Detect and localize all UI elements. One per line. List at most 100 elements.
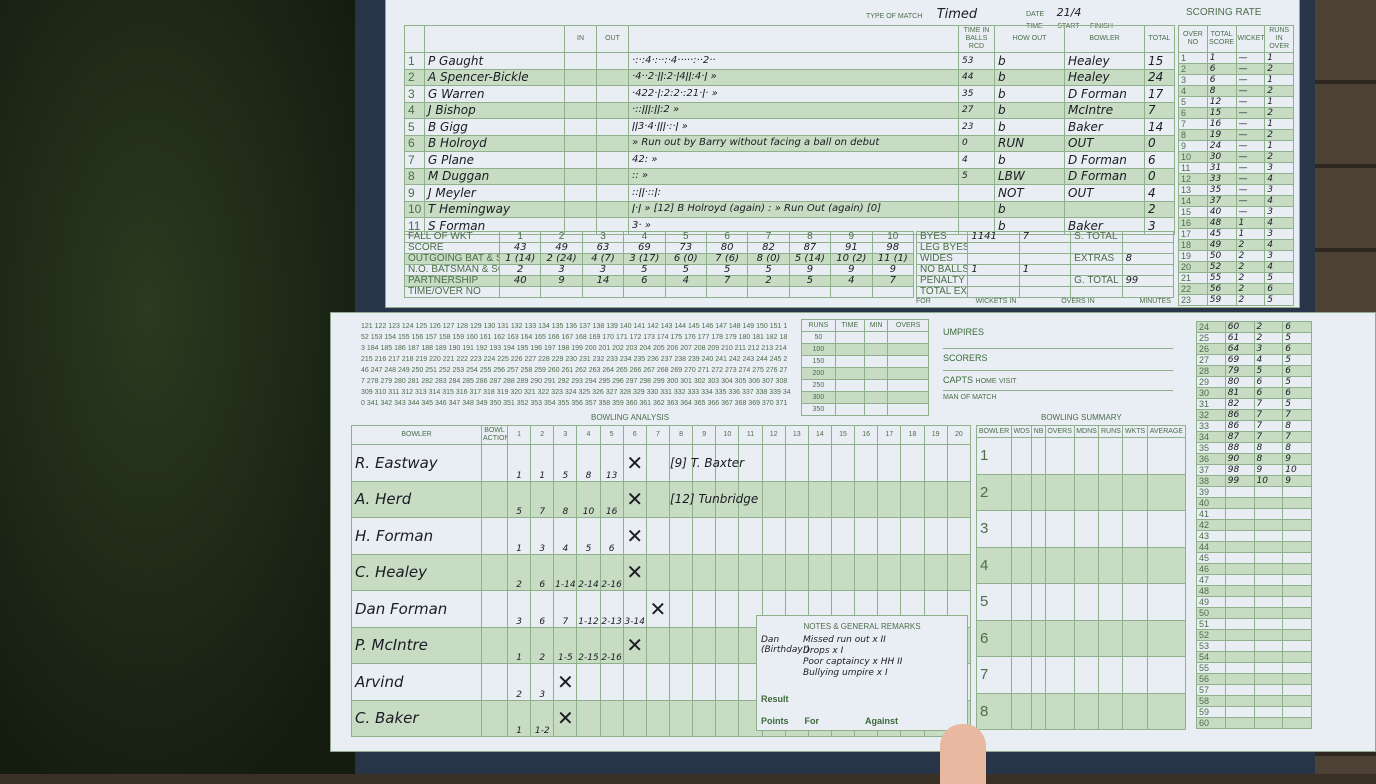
milestone-runs: 150 xyxy=(801,355,836,368)
over-cell xyxy=(668,663,694,701)
points-row: Points For Against xyxy=(761,716,899,726)
relief-bowler-note: [12] Tunbridge xyxy=(668,480,758,518)
scoring-rate-table-bottom: 24 60 2 6 25 61 2 5 26 64 3 6 27 69 4 5 28 79 5 6 29 80 6 5 30 81… xyxy=(1196,321,1312,729)
over-number: 28 xyxy=(1196,365,1226,377)
fow-cell: 2 (24) xyxy=(540,253,583,265)
over-cell xyxy=(738,553,763,591)
scoring-rate-row: 52 xyxy=(1196,629,1312,641)
over-figure: 2-16 xyxy=(599,553,624,591)
runs-tally: ·4··2·ǀǀ:2·ǀ4ǀǀ:4·ǀ » xyxy=(628,68,959,86)
how-out: b xyxy=(994,151,1065,169)
scoring-rate-cell: 82 xyxy=(1224,398,1255,410)
scoring-rate-cell: 30 xyxy=(1206,151,1237,163)
scoring-rate-cell: 5 xyxy=(1253,365,1284,377)
scoring-rate-row: 8 19—2 xyxy=(1178,129,1294,141)
scorers-field[interactable]: Scorers xyxy=(943,349,1173,371)
scoring-rate-cell xyxy=(1282,596,1312,608)
over-figure: 8 xyxy=(553,480,578,518)
scoring-rate-cell: 8 xyxy=(1206,85,1237,97)
scoring-rate-cell: 3 xyxy=(1264,162,1294,174)
scoring-rate-cell xyxy=(1224,541,1255,553)
in-cell xyxy=(564,85,597,103)
scoring-rate-cell xyxy=(1224,607,1255,619)
fow-row-label: Time/over no xyxy=(404,286,500,298)
cell xyxy=(1122,583,1148,621)
note-line: Drops x I xyxy=(803,646,844,656)
scoring-rate-cell: 37 xyxy=(1206,195,1237,207)
scoring-rate-cell: 2 xyxy=(1264,151,1294,163)
over-column-header: 1 xyxy=(506,425,532,445)
cell xyxy=(1098,510,1124,548)
wicket-number: 4 xyxy=(623,231,666,243)
end-of-spell-cross: ✕ xyxy=(553,663,578,701)
wicket-number: 2 xyxy=(540,231,583,243)
over-figure: 1 xyxy=(506,517,532,555)
scoring-rate-cell: 4 xyxy=(1264,261,1294,273)
scoring-rate-row: 39 xyxy=(1196,486,1312,498)
cell xyxy=(1044,437,1075,475)
cell xyxy=(863,355,889,368)
fow-cell: 2 xyxy=(498,264,542,276)
over-cell xyxy=(576,663,601,701)
balls-faced: 44 xyxy=(958,68,995,86)
cell xyxy=(1031,692,1046,730)
over-cell xyxy=(761,553,786,591)
scoring-rate-row: 7 16—1 xyxy=(1178,118,1294,130)
over-cell xyxy=(715,626,740,664)
balls-faced: 4 xyxy=(958,151,995,169)
cell xyxy=(863,391,889,404)
scoring-rate-row: 4 8—2 xyxy=(1178,85,1294,97)
scoring-rate-cell xyxy=(1224,618,1255,630)
out-cell xyxy=(596,68,629,86)
how-out: NOT xyxy=(994,184,1065,202)
scoring-rate-cell xyxy=(1282,706,1312,718)
over-number: 8 xyxy=(1178,129,1208,141)
cell xyxy=(1031,510,1046,548)
scoring-rate-cell: 99 xyxy=(1224,475,1255,487)
over-figure: 3-14 xyxy=(622,590,647,628)
scoring-rate-cell: 16 xyxy=(1206,118,1237,130)
fow-cell xyxy=(871,286,915,298)
milestone-row: 250 xyxy=(801,379,929,392)
over-figure: 8 xyxy=(576,444,601,482)
scoring-rate-row: 25 61 2 5 xyxy=(1196,332,1312,344)
over-column-header: 18 xyxy=(900,425,925,445)
end-of-spell-cross: ✕ xyxy=(622,553,647,591)
over-figure: 7 xyxy=(553,590,578,628)
over-number: 41 xyxy=(1196,508,1226,520)
scoring-rate-cell xyxy=(1282,673,1312,685)
summary-column-header: Overs xyxy=(1044,425,1075,438)
over-figure: 7 xyxy=(530,480,555,518)
runs-tally: ::ǀǀ·::ǀ: xyxy=(628,184,959,202)
wicket-number: 5 xyxy=(664,231,707,243)
runs-tally: ·422·ǀ:2:2·:21·ǀ· » xyxy=(628,85,959,103)
over-number: 34 xyxy=(1196,431,1226,443)
over-cell xyxy=(645,699,670,737)
over-cell xyxy=(668,517,694,555)
over-cell xyxy=(692,553,717,591)
scoring-rate-cell xyxy=(1282,541,1312,553)
over-number: 60 xyxy=(1196,717,1226,729)
scoring-rate-cell: — xyxy=(1235,173,1266,185)
over-cell xyxy=(807,553,832,591)
batsman-number: 4 xyxy=(404,101,425,119)
cell xyxy=(1146,546,1187,584)
over-cell xyxy=(807,517,832,555)
over-number: 50 xyxy=(1196,607,1226,619)
out-cell xyxy=(596,85,629,103)
captains-field[interactable]: Capts Home Visit xyxy=(943,371,1173,391)
how-out: LBW xyxy=(994,167,1065,185)
fow-cell xyxy=(498,286,542,298)
scoring-rate-cell: — xyxy=(1235,63,1266,75)
man-of-match-field[interactable]: Man of match xyxy=(943,394,997,401)
over-cell xyxy=(645,480,670,518)
scoring-rate-cell xyxy=(1253,563,1284,575)
fow-header: Fall of wkt 1 2 3 4 5 6 7 8 9 10 xyxy=(404,231,915,243)
fow-cell: 7 (6) xyxy=(705,253,749,265)
scoring-rate-cell: 2 xyxy=(1235,272,1266,284)
umpires-field[interactable]: Umpires xyxy=(943,327,1173,349)
over-number: 39 xyxy=(1196,486,1226,498)
bowler-name: Baker xyxy=(1064,118,1145,136)
scoring-rate-cell: 6 xyxy=(1282,343,1312,355)
end-of-spell-cross: ✕ xyxy=(622,444,647,482)
